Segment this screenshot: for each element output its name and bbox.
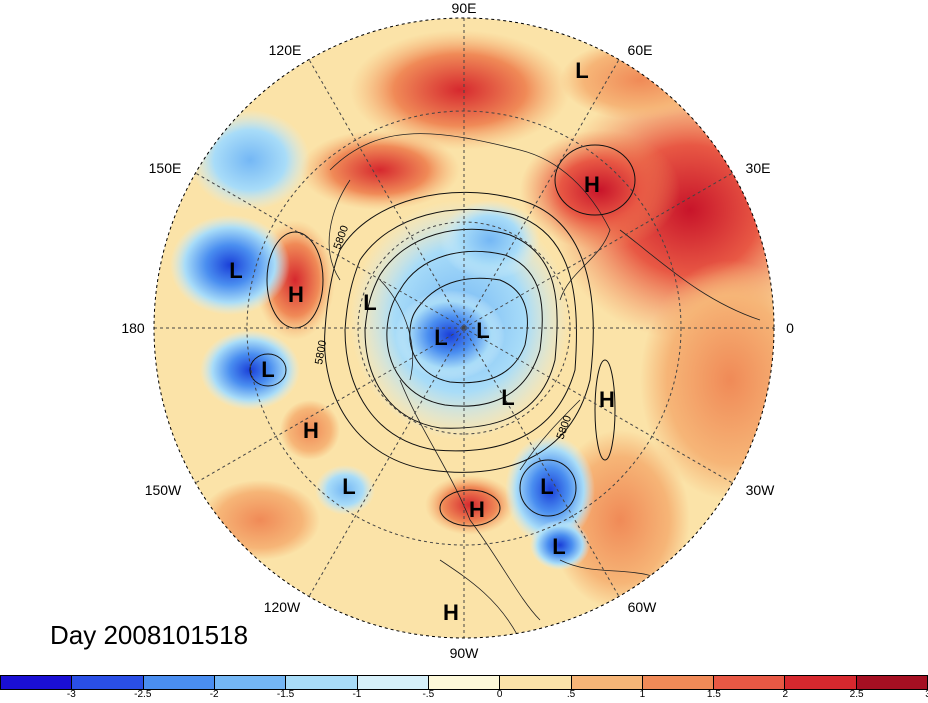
lon-150w: 150W	[145, 482, 182, 498]
lon-180: 180	[121, 320, 145, 336]
lon-30w: 30W	[746, 482, 776, 498]
colorbar-tick-labels: -3 -2.5 -2 -1.5 -1 -.5 0 .5 1 1.5 2 2.5 3	[0, 689, 928, 703]
height-contours	[249, 144, 636, 527]
colorbar-tick-label: -1	[352, 689, 362, 700]
colorbar-tick-label: 1.5	[706, 689, 721, 700]
colorbar-segment	[642, 676, 715, 689]
colorbar-segment	[785, 676, 857, 689]
colorbar-tick-label: -1.5	[276, 689, 295, 700]
colorbar-segment	[143, 676, 215, 689]
pressure-center-low: L	[363, 290, 376, 315]
colorbar-tick-label: 3	[925, 689, 928, 700]
colorbar-segment	[428, 676, 501, 689]
colorbar-tick-label: 2.5	[849, 689, 864, 700]
colorbar	[0, 675, 928, 690]
pressure-center-low: L	[476, 318, 489, 343]
lon-90w: 90W	[450, 645, 480, 661]
pressure-center-low: L	[575, 58, 588, 83]
pressure-center-high: H	[599, 387, 615, 412]
colorbar-segment	[286, 676, 358, 689]
pressure-center-high: H	[288, 282, 304, 307]
colorbar-tick-label: .5	[566, 689, 576, 700]
lon-30e: 30E	[746, 160, 771, 176]
colorbar-segment	[500, 676, 572, 689]
pressure-center-high: H	[443, 600, 459, 625]
colorbar-segment	[1, 676, 73, 689]
pressure-center-low: L	[261, 357, 274, 382]
colorbar-tick-label: 0	[496, 689, 503, 700]
pressure-center-low: L	[552, 534, 565, 559]
pressure-center-high: H	[469, 497, 485, 522]
day-label: Day 2008101518	[50, 620, 249, 650]
lon-120w: 120W	[264, 599, 301, 615]
longitude-labels: 90E 60E 120E 150E 30E 180 0 150W 30W 120…	[121, 0, 794, 661]
pressure-center-low: L	[501, 385, 514, 410]
colorbar-segment	[214, 676, 287, 689]
colorbar-tick-label: -3	[66, 689, 76, 700]
lon-90e: 90E	[452, 0, 477, 16]
colorbar-segment	[72, 676, 144, 689]
pressure-center-low: L	[434, 325, 447, 350]
lon-60w: 60W	[628, 599, 658, 615]
lon-0: 0	[786, 320, 794, 336]
globe-boundary	[153, 17, 775, 639]
colorbar-tick-label: -2	[209, 689, 219, 700]
pressure-center-high: H	[303, 418, 319, 443]
lon-150e: 150E	[149, 160, 182, 176]
colorbar-segment	[357, 676, 429, 689]
graticule	[154, 18, 774, 638]
pressure-centers: L H L H L L L L L H H L L H L H	[229, 58, 615, 625]
colorbar-segment	[714, 676, 786, 689]
pressure-center-high: H	[584, 172, 600, 197]
colorbar-tick-label: -2.5	[134, 689, 152, 700]
colorbar-tick-label: 1	[639, 689, 646, 700]
colorbar-segment	[856, 676, 928, 689]
lon-120e: 120E	[269, 42, 302, 58]
pressure-center-low: L	[540, 474, 553, 499]
contour-label: 5800	[313, 339, 329, 365]
colorbar-segment	[571, 676, 643, 689]
colorbar-tick-label: 2	[782, 689, 788, 700]
pressure-center-low: L	[229, 258, 242, 283]
lon-60e: 60E	[628, 42, 653, 58]
pressure-center-low: L	[342, 474, 355, 499]
colorbar-tick-label: -.5	[422, 689, 435, 700]
